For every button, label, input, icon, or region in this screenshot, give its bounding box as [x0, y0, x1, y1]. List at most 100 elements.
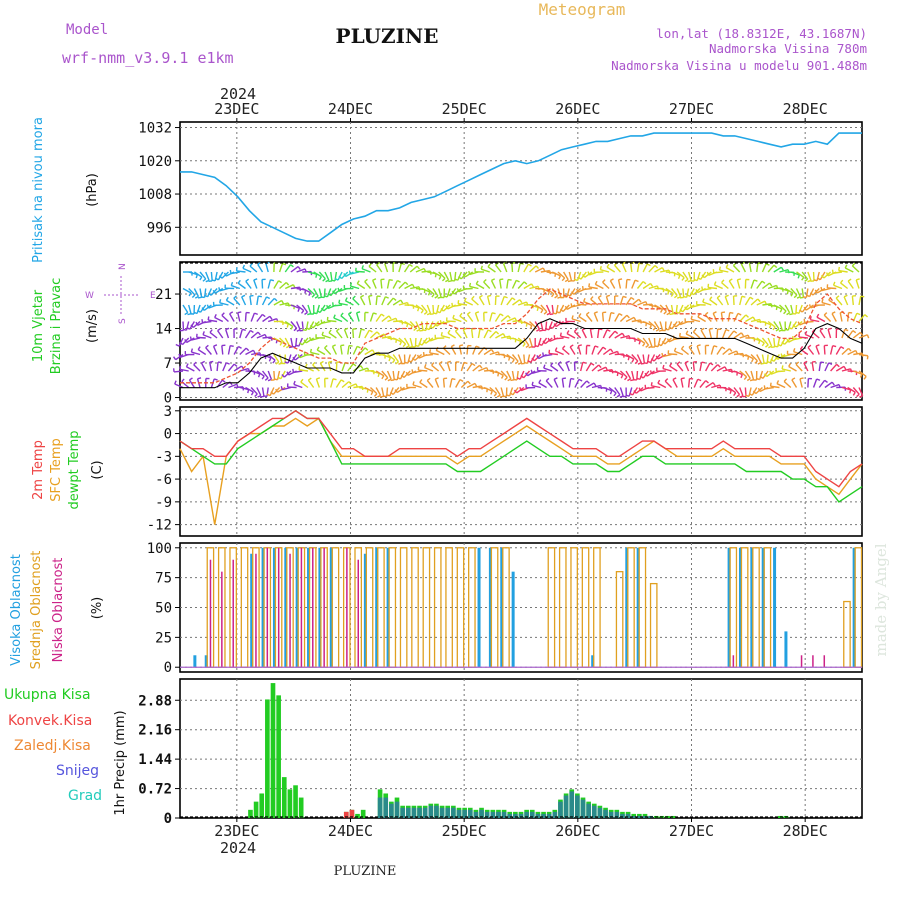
wind-barb [424, 366, 434, 372]
wind-barb-flag [578, 344, 582, 347]
wind-barb [597, 346, 604, 355]
wind-barb-flag [594, 345, 599, 348]
cloud-ytick-label: 100 [147, 541, 172, 557]
wind-barb [412, 370, 422, 374]
wind-barb-flag [824, 379, 828, 384]
wind-barb [355, 270, 365, 273]
wind-barb-flag [285, 282, 290, 286]
wind-barb-flag [540, 309, 544, 314]
wind-barb-flag [213, 344, 218, 347]
wind-barb-flag [823, 312, 828, 316]
wind-barb-flag [780, 266, 784, 271]
wind-barb [685, 333, 695, 339]
wind-barb-flag [789, 313, 794, 316]
wind-barb [173, 370, 184, 373]
wind-barb [511, 370, 515, 380]
wind-barb [804, 320, 814, 324]
wind-barb-flag [300, 310, 305, 314]
wind-barb-flag [454, 278, 459, 281]
legend-snow: Snijeg [56, 763, 99, 779]
wind-barb-flag [356, 345, 361, 349]
cloud-low-bar [357, 559, 359, 668]
wind-barb [256, 313, 263, 322]
wind-barb-flag [803, 306, 807, 311]
wind-barb-flag [769, 382, 772, 387]
wind-barb [437, 288, 442, 298]
wind-barb [502, 263, 508, 273]
wind-barb [495, 264, 502, 273]
wind-barb-flag [343, 273, 347, 277]
wind-barb [475, 283, 485, 290]
wind-barb-flag [303, 339, 307, 344]
wind-barb [756, 280, 763, 289]
wind-barb-flag [420, 309, 424, 314]
wind-barb-flag [225, 296, 229, 301]
wind-barb-flag [725, 264, 729, 268]
wind-barb [783, 380, 792, 389]
wind-barb [250, 387, 258, 395]
temp-sfc-line [179, 417, 863, 525]
wind-barb-flag [238, 345, 242, 349]
wind-barb [636, 263, 640, 273]
wind-barb [561, 378, 565, 388]
bottom-day-label: 26DEC [555, 822, 600, 840]
wind-barb [489, 351, 499, 356]
wind-barb [301, 287, 311, 294]
wind-barb-flag [769, 282, 773, 287]
wind-barb-flag [775, 328, 780, 332]
wind-barb [423, 353, 434, 357]
wind-barb [811, 362, 815, 372]
wind-barb-flag [356, 311, 361, 314]
wind-barb-flag [320, 319, 323, 324]
wind-barb-flag [809, 316, 812, 320]
wind-barb-flag [422, 339, 427, 344]
wind-barb [739, 387, 744, 397]
wind-barb-flag [585, 311, 590, 316]
temp-unit: (C) [90, 460, 105, 479]
wind-barb [821, 301, 831, 306]
precip-ylabel: 1hr Precip (mm) [113, 710, 128, 815]
wind-barb-flag [746, 377, 751, 382]
wind-barb [381, 353, 391, 359]
wind-barb-flag [667, 290, 670, 295]
wind-barb-flag [795, 361, 800, 365]
wind-barb [557, 271, 566, 279]
wind-barb-flag [459, 379, 464, 382]
wind-barb [620, 334, 630, 339]
wind-barb [269, 387, 275, 396]
wind-barb-flag [468, 270, 471, 275]
wind-barb-flag [780, 353, 783, 358]
wind-barb [721, 282, 729, 290]
wind-barb-flag [530, 283, 535, 288]
wind-barb [347, 313, 355, 322]
wind-barb [337, 271, 343, 281]
wind-barb [392, 370, 395, 381]
wind-barb-flag [451, 302, 454, 307]
wind-barb [407, 354, 411, 364]
wind-barb [733, 352, 744, 356]
wind-barb [550, 365, 559, 372]
wind-barb [733, 370, 743, 376]
wind-barb-flag [799, 345, 804, 350]
wind-barb [392, 354, 400, 363]
wind-barb [608, 386, 617, 394]
wind-barb [670, 304, 674, 314]
wind-barb-flag [467, 311, 471, 315]
bottom-day-label: 27DEC [669, 822, 714, 840]
wind-barb [672, 379, 678, 388]
wind-barb [375, 313, 382, 322]
wind-barb [335, 379, 342, 388]
wind-barb-flag [606, 329, 611, 332]
precip-snow-bar [439, 807, 445, 818]
wind-barb-flag [681, 377, 685, 380]
precip-total-bar [355, 813, 360, 818]
wind-barb-flag [377, 373, 380, 377]
wind-barb-flag [573, 278, 578, 282]
wind-barb [460, 362, 465, 372]
wind-barb [381, 315, 390, 323]
wind-barb [595, 283, 604, 290]
wind-barb-flag [761, 342, 765, 347]
wind-barb [657, 337, 661, 347]
wind-barb [457, 271, 462, 281]
wind-barb [543, 353, 553, 357]
